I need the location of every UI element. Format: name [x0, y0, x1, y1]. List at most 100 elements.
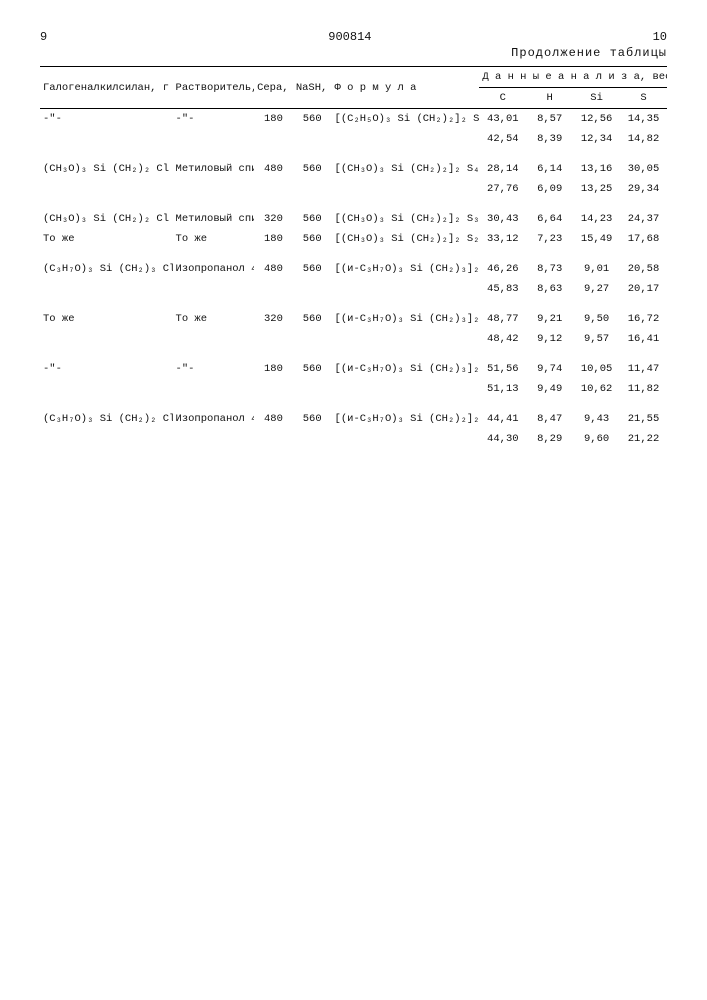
table-row: 42,548,3912,3414,82 — [40, 129, 667, 149]
cell-h: 9,74 — [526, 349, 573, 379]
col-nash: NaSH, г — [293, 67, 332, 109]
cell-halogensilane — [40, 279, 173, 299]
table-row: (CH₃O)₃ Si (CH₂)₂ Cl 1785Метиловый спирт… — [40, 149, 667, 179]
cell-si: 14,23 — [573, 199, 620, 229]
cell-sulfur — [254, 379, 293, 399]
table-body: -"--"-180560[(C₂H₅O)₃ Si (CH₂)₂]₂ S₂43,0… — [40, 109, 667, 449]
cell-solvent: То же — [173, 229, 255, 249]
cell-c: 43,01 — [479, 109, 526, 129]
cell-solvent: -"- — [173, 349, 255, 379]
cell-si: 13,25 — [573, 179, 620, 199]
cell-h: 8,73 — [526, 249, 573, 279]
cell-c: 44,41 — [479, 399, 526, 429]
table-row: 44,308,299,6021,22 — [40, 429, 667, 449]
cell-formula — [332, 329, 480, 349]
cell-c: 44,30 — [479, 429, 526, 449]
cell-si: 9,01 — [573, 249, 620, 279]
cell-sulfur: 480 — [254, 149, 293, 179]
cell-s: 16,72 — [620, 299, 667, 329]
col-c: С — [479, 88, 526, 109]
table-continuation: Продолжение таблицы — [40, 46, 667, 60]
cell-h: 8,47 — [526, 399, 573, 429]
cell-solvent: Изопропанол 4000 — [173, 249, 255, 279]
table-row: 48,429,129,5716,41 — [40, 329, 667, 349]
cell-s: 20,17 — [620, 279, 667, 299]
table-row: То жеТо же180560[(CH₃O)₃ Si (CH₂)₂]₂ S₂3… — [40, 229, 667, 249]
cell-halogensilane: (CH₃O)₃ Si (CH₂)₂ Cl 1785 — [40, 199, 173, 229]
cell-nash — [293, 179, 332, 199]
cell-h: 9,12 — [526, 329, 573, 349]
cell-s: 30,05 — [620, 149, 667, 179]
cell-nash — [293, 429, 332, 449]
cell-si: 9,57 — [573, 329, 620, 349]
cell-formula — [332, 179, 480, 199]
cell-solvent — [173, 179, 255, 199]
cell-nash: 560 — [293, 399, 332, 429]
cell-c: 27,76 — [479, 179, 526, 199]
cell-c: 48,77 — [479, 299, 526, 329]
cell-s: 17,68 — [620, 229, 667, 249]
cell-sulfur — [254, 429, 293, 449]
cell-formula: [(C₂H₅O)₃ Si (CH₂)₂]₂ S₂ — [332, 109, 480, 129]
cell-h: 9,21 — [526, 299, 573, 329]
cell-s: 11,82 — [620, 379, 667, 399]
cell-s: 21,55 — [620, 399, 667, 429]
cell-si: 9,50 — [573, 299, 620, 329]
cell-halogensilane: (CH₃O)₃ Si (CH₂)₂ Cl 1785 — [40, 149, 173, 179]
cell-s: 14,82 — [620, 129, 667, 149]
cell-si: 9,60 — [573, 429, 620, 449]
cell-si: 12,34 — [573, 129, 620, 149]
cell-h: 6,09 — [526, 179, 573, 199]
cell-formula — [332, 129, 480, 149]
cell-sulfur — [254, 129, 293, 149]
cell-formula: [(и-C₃H₇O)₃ Si (CH₂)₃]₂ S₃ — [332, 299, 480, 329]
cell-sulfur — [254, 329, 293, 349]
cell-c: 51,13 — [479, 379, 526, 399]
cell-nash: 560 — [293, 149, 332, 179]
cell-sulfur: 320 — [254, 199, 293, 229]
cell-sulfur: 180 — [254, 109, 293, 129]
col-halogensilane: Галогеналкилсилан, г — [40, 67, 173, 109]
cell-solvent: -"- — [173, 109, 255, 129]
col-analysis: Д а н н ы е а н а л и з а, вес.% — [479, 67, 667, 88]
cell-h: 9,49 — [526, 379, 573, 399]
cell-sulfur — [254, 279, 293, 299]
cell-nash — [293, 379, 332, 399]
table-row: 27,766,0913,2529,34 — [40, 179, 667, 199]
cell-s: 29,34 — [620, 179, 667, 199]
cell-c: 42,54 — [479, 129, 526, 149]
table-row: (C₃H₇O)₃ Si (CH₂)₂ Cl 2685Изопропанол 40… — [40, 399, 667, 429]
cell-h: 8,29 — [526, 429, 573, 449]
col-sulfur: Сера, г — [254, 67, 293, 109]
table-row: То жеТо же320560[(и-C₃H₇O)₃ Si (CH₂)₃]₂ … — [40, 299, 667, 329]
cell-formula: [(CH₃O)₃ Si (CH₂)₂]₂ S₂ — [332, 229, 480, 249]
cell-halogensilane: То же — [40, 229, 173, 249]
cell-s: 24,37 — [620, 199, 667, 229]
cell-solvent — [173, 129, 255, 149]
page-number-row: 9 900814 10 — [40, 30, 667, 44]
cell-formula: [(и-C₃H₇O)₃ Si (CH₂)₃]₂ S₂ — [332, 349, 480, 379]
cell-solvent — [173, 279, 255, 299]
doc-number: 900814 — [328, 30, 371, 44]
cell-solvent: Изопропанол 4000 — [173, 399, 255, 429]
col-s: S — [620, 88, 667, 109]
cell-s: 16,41 — [620, 329, 667, 349]
cell-nash: 560 — [293, 109, 332, 129]
col-si: Si — [573, 88, 620, 109]
cell-nash — [293, 279, 332, 299]
cell-sulfur: 180 — [254, 349, 293, 379]
cell-halogensilane: То же — [40, 299, 173, 329]
analysis-table: Галогеналкилсилан, г Растворитель, г Сер… — [40, 66, 667, 449]
cell-s: 20,58 — [620, 249, 667, 279]
cell-si: 9,27 — [573, 279, 620, 299]
cell-formula — [332, 279, 480, 299]
cell-nash: 560 — [293, 299, 332, 329]
cell-s: 21,22 — [620, 429, 667, 449]
col-formula: Ф о р м у л а — [332, 67, 480, 109]
cell-solvent — [173, 379, 255, 399]
table-row: (C₃H₇O)₃ Si (CH₂)₃ Cl 2825Изопропанол 40… — [40, 249, 667, 279]
cell-solvent: То же — [173, 299, 255, 329]
cell-formula — [332, 379, 480, 399]
cell-s: 14,35 — [620, 109, 667, 129]
cell-solvent: Метиловый спирт 4000 — [173, 199, 255, 229]
